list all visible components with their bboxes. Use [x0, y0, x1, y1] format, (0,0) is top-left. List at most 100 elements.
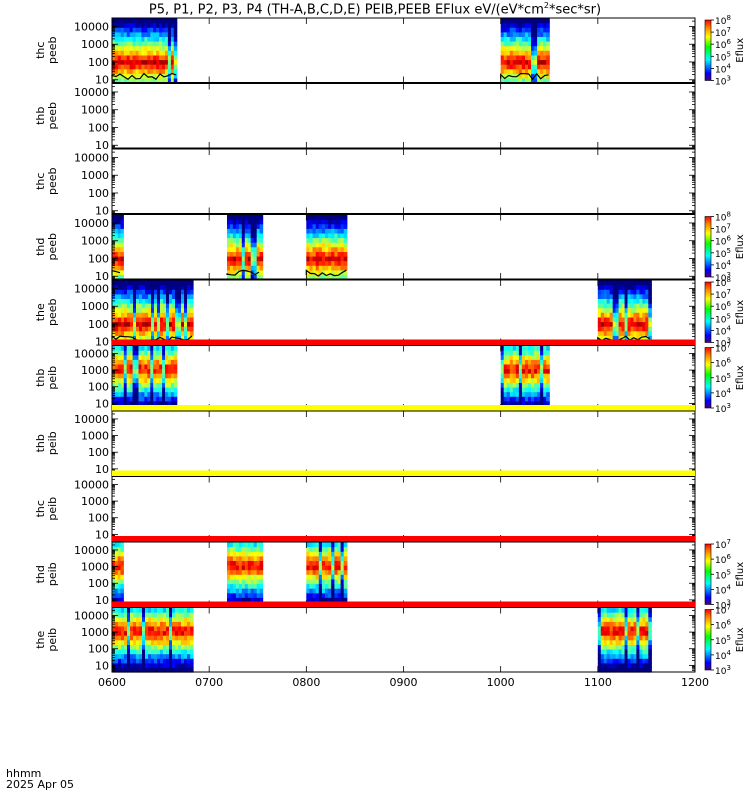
- panel-product-label: peib: [46, 628, 59, 652]
- x-label-date: 2025 Apr 05: [6, 778, 75, 791]
- colorbar-tick-label: 107: [715, 288, 731, 301]
- spectrogram-block: [500, 18, 550, 84]
- panel-probe-label: thb: [34, 369, 47, 387]
- colorbar-tick-label: 105: [715, 568, 731, 581]
- panel-probe-label: thc: [34, 42, 47, 59]
- colorbar-label: Eflux: [735, 562, 746, 587]
- colorbar-tick-label: 107: [715, 26, 731, 39]
- panel-product-label: peeb: [46, 167, 59, 195]
- y-tick-label: 10000: [74, 151, 109, 164]
- y-tick-label: 10: [95, 463, 109, 476]
- y-tick-label: 10: [95, 397, 109, 410]
- y-tick-label: 1000: [81, 626, 109, 639]
- y-tick-label: 10: [95, 528, 109, 541]
- y-tick-label: 1000: [81, 235, 109, 248]
- panel-probe-label: thb: [34, 434, 47, 452]
- title-text: P5, P1, P2, P3, P4 (TH-A,B,C,D,E) PEIB,P…: [148, 2, 544, 18]
- floor-line: [226, 269, 260, 276]
- colorbar-tick-label: 106: [715, 553, 731, 566]
- colorbar: [704, 347, 712, 409]
- colorbar-tick-label: 104: [715, 62, 731, 75]
- spectrogram-block: [226, 214, 264, 280]
- colorbar-tick-label: 103: [715, 75, 731, 88]
- x-tick-label: 0700: [195, 676, 223, 689]
- y-tick-label: 10000: [74, 413, 109, 426]
- panel-frame: [111, 148, 696, 214]
- colorbar-tick-label: 103: [715, 402, 731, 415]
- y-tick-label: 100: [88, 446, 109, 459]
- status-bar: [112, 470, 695, 477]
- colorbar: [704, 19, 712, 81]
- panel-probe-label: the: [34, 303, 47, 321]
- y-tick-label: 10000: [74, 347, 109, 360]
- colorbar-tick-label: 107: [715, 538, 731, 551]
- panel-product-label: peeb: [46, 36, 59, 64]
- y-tick-label: 10000: [74, 282, 109, 295]
- spectrogram-block: [112, 345, 178, 411]
- colorbar-tick-label: 104: [715, 649, 731, 662]
- title-superscript: 2: [543, 1, 549, 10]
- colorbar-tick-label: 103: [715, 664, 731, 677]
- panel-probe-label: the: [34, 630, 47, 648]
- chart-title: P5, P1, P2, P3, P4 (TH-A,B,C,D,E) PEIB,P…: [0, 1, 750, 17]
- panel-product-label: peeb: [46, 102, 59, 130]
- panel-frame: [111, 410, 696, 476]
- colorbar-tick-label: 104: [715, 387, 731, 400]
- floor-line: [305, 269, 347, 277]
- y-tick-label: 100: [88, 318, 109, 331]
- colorbar-tick-label: 107: [715, 223, 731, 236]
- colorbar-label: Eflux: [735, 365, 746, 390]
- colorbar-tick-label: 104: [715, 583, 731, 596]
- y-tick-label: 10: [95, 139, 109, 152]
- status-bar: [112, 339, 695, 346]
- panel-probe-label: thd: [34, 565, 47, 583]
- y-tick-label: 10000: [74, 609, 109, 622]
- x-label-hhmm: hhmm: [6, 767, 42, 780]
- colorbar-tick-label: 105: [715, 50, 731, 63]
- panel-probe-label: thc: [34, 500, 47, 517]
- spectrogram-block: [305, 214, 348, 280]
- y-tick-label: 1000: [81, 104, 109, 117]
- y-tick-label: 10: [95, 659, 109, 672]
- spectrogram-block: [111, 214, 124, 280]
- colorbar-label: Eflux: [735, 234, 746, 259]
- y-tick-label: 10: [95, 205, 109, 218]
- y-tick-label: 10000: [74, 544, 109, 557]
- y-tick-label: 10000: [74, 86, 109, 99]
- colorbar-tick-label: 106: [715, 300, 731, 313]
- y-tick-label: 10: [95, 594, 109, 607]
- title-text-end: *sec*sr): [548, 2, 602, 18]
- colorbar-label: Eflux: [735, 38, 746, 63]
- colorbar-tick-label: 105: [715, 312, 731, 325]
- panel-product-label: peeb: [46, 298, 59, 326]
- y-tick-label: 100: [88, 643, 109, 656]
- y-tick-label: 1000: [81, 495, 109, 508]
- colorbar: [704, 543, 712, 605]
- colorbar-label: Eflux: [735, 300, 746, 325]
- y-tick-label: 1000: [81, 300, 109, 313]
- spectrogram-block: [111, 280, 194, 346]
- colorbar-tick-label: 104: [715, 259, 731, 272]
- panel-product-label: peib: [46, 497, 59, 521]
- y-tick-label: 100: [88, 381, 109, 394]
- colorbar-tick-label: 108: [715, 14, 731, 27]
- panel-probe-label: thd: [34, 238, 47, 256]
- colorbar-tick-label: 106: [715, 38, 731, 51]
- y-tick-label: 1000: [81, 38, 109, 51]
- y-tick-label: 1000: [81, 561, 109, 574]
- panel-frame: [111, 17, 696, 83]
- floor-line: [500, 72, 549, 81]
- panel-product-label: peib: [46, 431, 59, 455]
- spectrogram-block: [597, 280, 652, 346]
- y-tick-label: 100: [88, 121, 109, 134]
- panel-thb-peeb: 10 100 1000 10000 thb peeb: [34, 83, 696, 152]
- x-tick-label: 0600: [98, 676, 126, 689]
- panel-probe-label: thb: [34, 107, 47, 125]
- y-tick-label: 1000: [81, 169, 109, 182]
- floor-line: [111, 72, 177, 81]
- y-tick-label: 100: [88, 56, 109, 69]
- y-tick-label: 100: [88, 577, 109, 590]
